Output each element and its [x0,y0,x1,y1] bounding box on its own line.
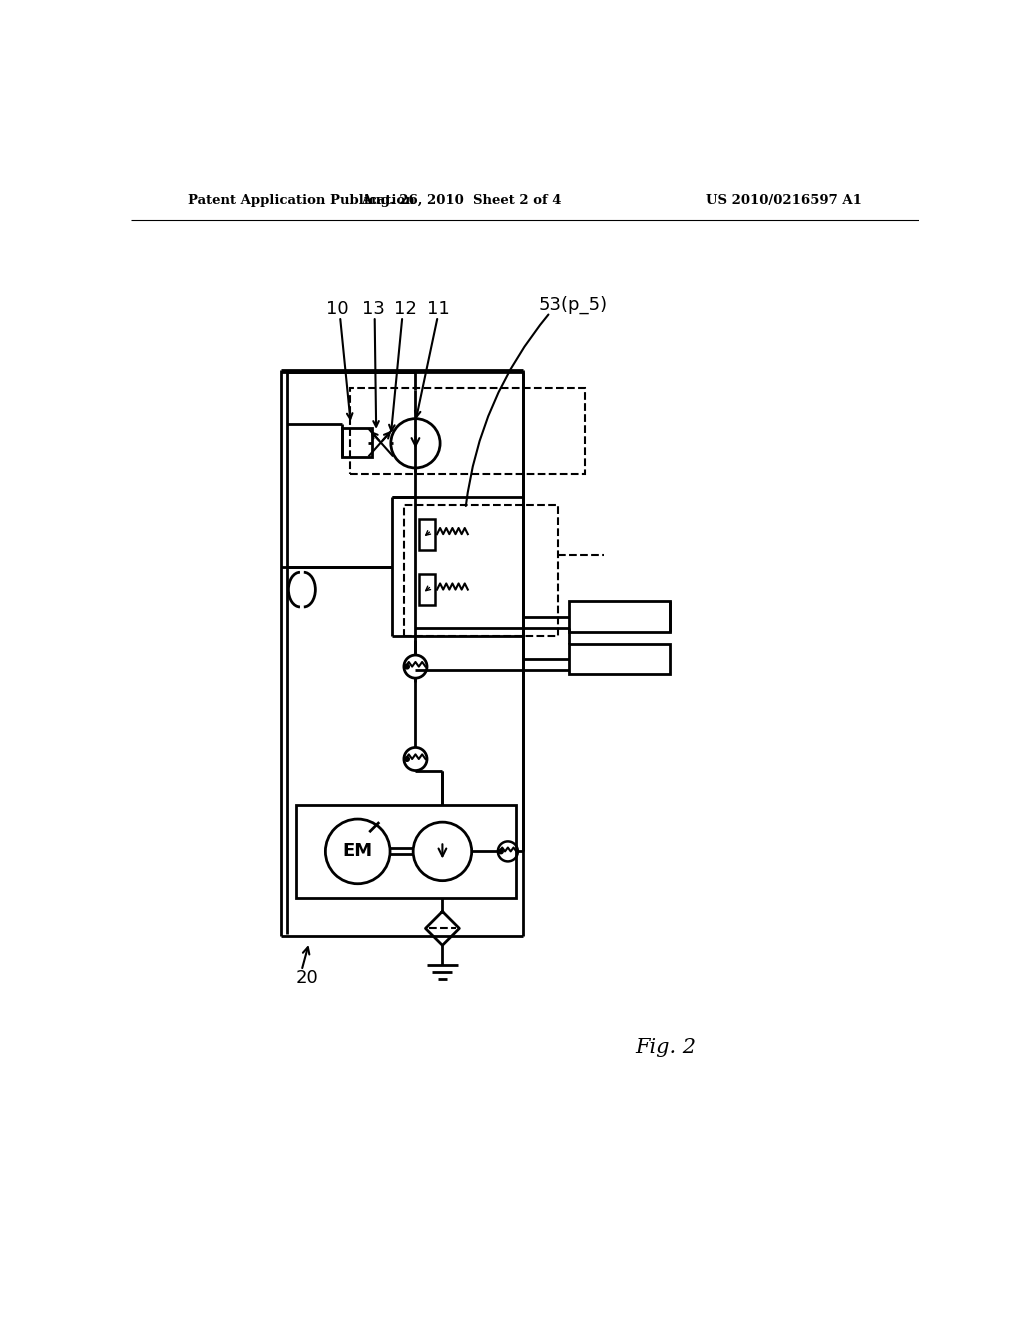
Text: 20: 20 [296,969,318,987]
Bar [403,506,558,636]
Bar [419,519,435,549]
Circle shape [404,664,410,669]
Text: US 2010/0216597 A1: US 2010/0216597 A1 [707,194,862,207]
Text: 10: 10 [326,300,348,318]
Circle shape [404,756,410,762]
Bar [569,601,670,632]
Text: Fig. 2: Fig. 2 [635,1039,696,1057]
Text: Aug. 26, 2010  Sheet 2 of 4: Aug. 26, 2010 Sheet 2 of 4 [361,194,562,207]
Text: Patent Application Publication: Patent Application Publication [188,194,415,207]
Bar [296,805,515,898]
Text: 12: 12 [394,300,417,318]
Bar [350,388,585,474]
Bar [342,428,372,457]
Text: 13: 13 [361,300,385,318]
Bar [569,644,670,675]
Bar [419,574,435,605]
Text: 11: 11 [427,300,450,318]
Text: EM: EM [343,842,373,861]
Circle shape [499,849,503,854]
Text: 53(p_5): 53(p_5) [539,296,608,314]
